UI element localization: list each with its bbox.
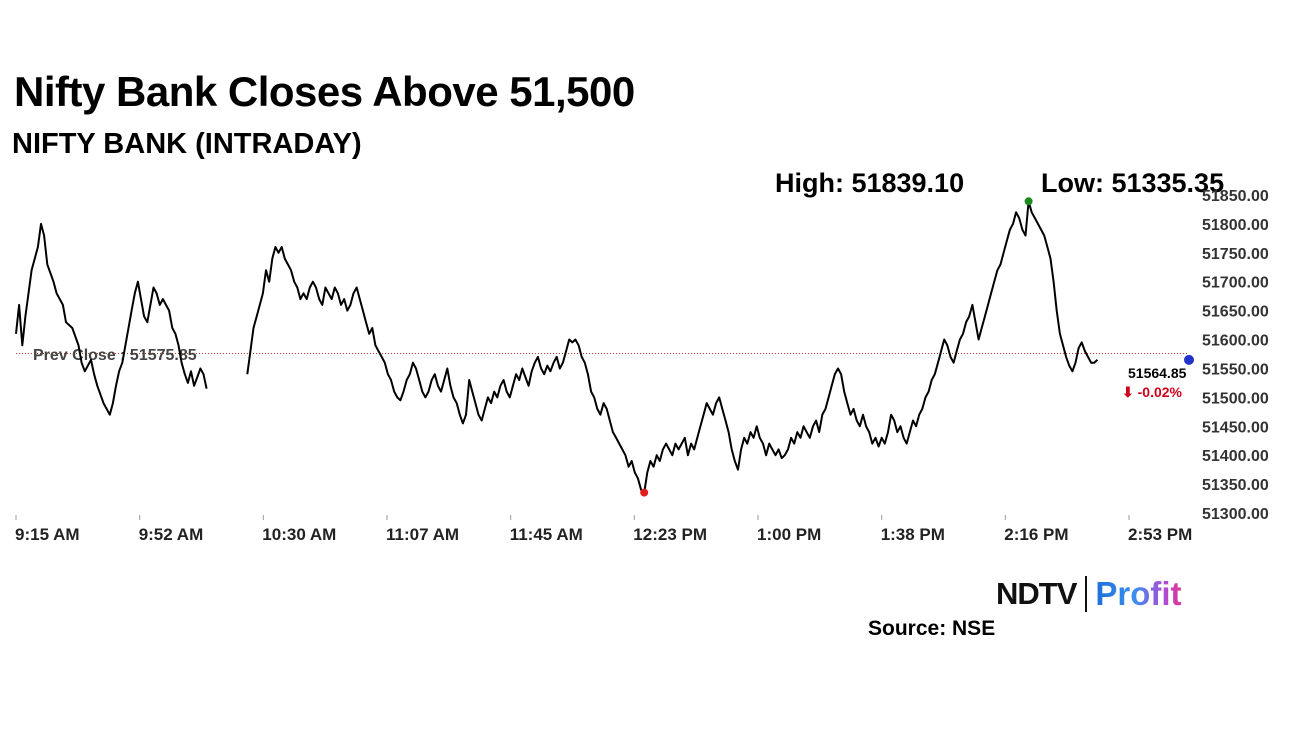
price-line [15, 200, 1099, 494]
x-tick-label: 9:52 AM [139, 525, 204, 544]
last-price-marker [1184, 354, 1194, 365]
logo-ndtv: NDTV [996, 576, 1077, 611]
x-tick-label: 1:00 PM [757, 525, 821, 544]
source-note: Source: NSE [868, 617, 996, 640]
y-tick-label: 51300.00 [1202, 506, 1269, 523]
y-tick-label: 51500.00 [1202, 390, 1269, 407]
y-tick-label: 51750.00 [1202, 246, 1269, 263]
logo-profit: Profit [1095, 575, 1182, 612]
last-price-label: 51564.85 [1128, 365, 1187, 381]
x-tick-label: 11:07 AM [386, 525, 459, 544]
x-tick-label: 9:15 AM [15, 525, 80, 544]
low-stat: Low: 51335.35 [1041, 168, 1225, 198]
high-stat: High: 51839.10 [775, 168, 965, 198]
y-tick-label: 51450.00 [1202, 419, 1269, 436]
headline: Nifty Bank Closes Above 51,500 [14, 68, 635, 115]
x-tick-label: 12:23 PM [633, 525, 707, 544]
logo-divider [1085, 576, 1088, 612]
x-tick-label: 1:38 PM [881, 525, 945, 544]
y-tick-label: 51800.00 [1202, 217, 1269, 234]
y-tick-label: 51700.00 [1202, 275, 1269, 292]
y-tick-label: 51600.00 [1202, 333, 1269, 350]
y-tick-label: 51850.00 [1202, 188, 1269, 205]
prev-close-label: Prev Close : 51575.85 [33, 347, 197, 364]
y-tick-label: 51550.00 [1202, 362, 1269, 379]
x-tick-label: 10:30 AM [262, 525, 336, 544]
chart-subtitle: NIFTY BANK (INTRADAY) [12, 128, 362, 160]
y-tick-label: 51400.00 [1202, 448, 1269, 465]
low-marker [640, 488, 649, 497]
high-marker [1024, 197, 1033, 206]
x-tick-label: 2:16 PM [1004, 525, 1068, 544]
y-tick-label: 51350.00 [1202, 477, 1269, 494]
y-axis-ticks: 51300.00 51350.00 51400.00 51450.00 51500.00… [1202, 188, 1269, 523]
change-label: ⬇ -0.02% [1122, 384, 1183, 400]
x-tick-label: 2:53 PM [1128, 525, 1192, 544]
x-axis-ticks: 9:15 AM 9:52 AM 10:30 AM 11:07 AM 11:45 AM 12… [15, 515, 1192, 544]
y-tick-label: 51650.00 [1202, 304, 1269, 321]
x-tick-label: 11:45 AM [510, 525, 583, 544]
ndtv-profit-logo: NDTV Profit [996, 574, 1182, 614]
